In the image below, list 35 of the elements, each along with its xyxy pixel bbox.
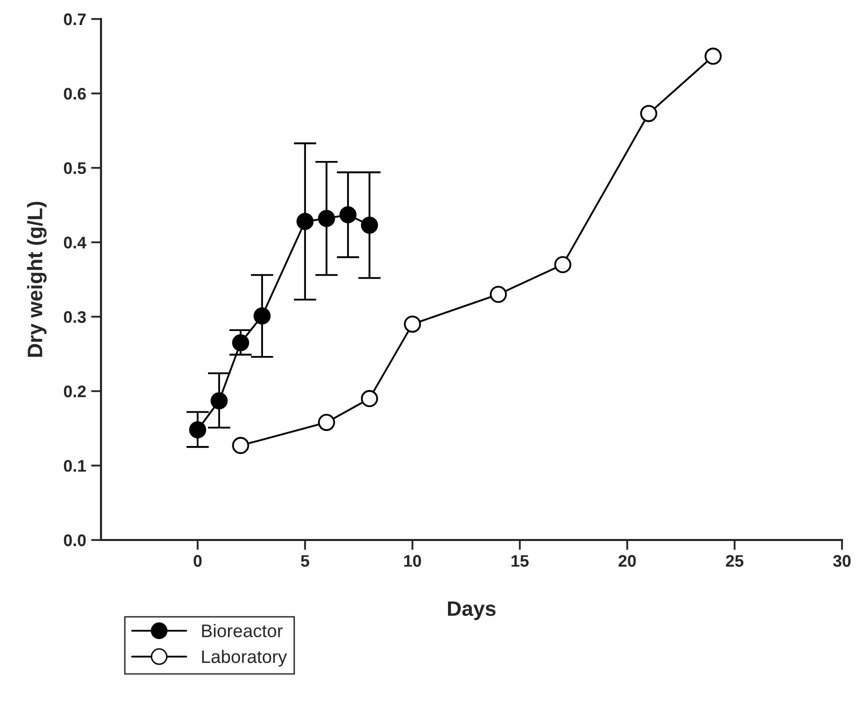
point <box>360 390 378 408</box>
y-tick-label: 0.1 <box>64 460 86 472</box>
point <box>254 307 271 325</box>
point <box>210 392 228 410</box>
x-tick-label: 10 <box>404 555 422 567</box>
x-axis-title: Days <box>448 601 496 620</box>
legend-label: Laboratory <box>202 650 287 667</box>
x-tick-label: 20 <box>618 555 636 567</box>
point <box>296 212 314 230</box>
y-tick-label: 0.3 <box>64 311 86 323</box>
y-tick-label: 0.0 <box>64 534 86 546</box>
point <box>339 206 357 224</box>
point <box>640 104 658 122</box>
x-tick-label: 30 <box>833 555 851 567</box>
y-tick-label: 0.7 <box>64 13 86 26</box>
point <box>232 436 250 454</box>
y-tick-label: 0.2 <box>64 386 86 398</box>
x-tick-label: 0 <box>194 555 202 567</box>
x-tick-label: 15 <box>512 555 529 567</box>
y-tick-label: 0.6 <box>64 88 86 100</box>
y-tick-label: 0.5 <box>64 162 86 174</box>
point <box>318 210 336 228</box>
point <box>232 334 250 352</box>
point <box>318 414 336 431</box>
point <box>554 256 572 274</box>
point <box>404 316 421 333</box>
point <box>189 421 206 438</box>
x-tick-label: 25 <box>726 555 744 567</box>
point <box>360 216 378 234</box>
legend-label: Bioreactor <box>202 624 283 638</box>
x-tick-label: 5 <box>300 555 310 567</box>
y-axis-title: Dry weight (g/L) <box>27 202 47 357</box>
point <box>490 286 507 303</box>
point <box>704 48 722 65</box>
y-tick-label: 0.4 <box>64 236 86 248</box>
